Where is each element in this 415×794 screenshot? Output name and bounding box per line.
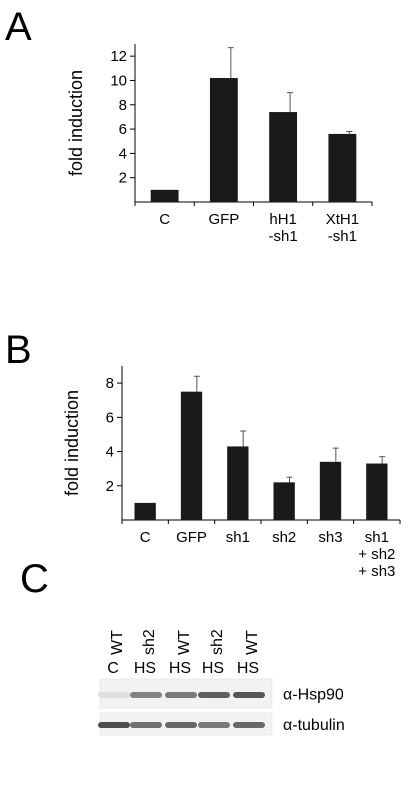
lane-genotype: WT [176,630,193,655]
blot-band [165,722,197,728]
category-label: hH1 [269,211,297,228]
bar [273,482,295,520]
bar [134,502,156,520]
category-label: C [159,211,170,228]
lane-genotype: sh2 [209,629,226,655]
category-label: sh1 [365,529,389,546]
y-tick-label: 2 [106,478,114,495]
bar [150,189,179,202]
bar [180,391,203,520]
y-tick-label: 6 [119,121,127,138]
blot-antibody-label: α-tubulin [283,717,345,734]
bar [319,461,342,520]
y-tick-label: 6 [106,409,114,426]
bar [227,446,249,520]
category-label: + sh2 [358,546,395,563]
blot-band [130,692,162,698]
lane-condition: C [107,660,119,677]
blot-band [233,692,265,698]
bar [269,112,298,202]
category-label: + sh3 [358,563,395,580]
bar [366,463,388,520]
panel-b-letter: B [5,328,32,372]
category-label: sh3 [318,529,342,546]
blot-band [98,692,130,698]
y-tick-label: 2 [119,170,127,187]
y-axis-label: fold induction [62,390,82,496]
panel-a-letter: A [5,5,32,49]
y-tick-label: 4 [106,444,114,461]
lane-condition: HS [237,660,259,677]
y-tick-label: 8 [119,97,127,114]
blot-band [98,722,130,728]
bar [328,133,357,202]
category-label: -sh1 [269,228,298,245]
y-tick-label: 12 [110,48,127,65]
panel-c-letter: C [20,557,49,601]
blot-band [198,722,230,728]
y-tick-label: 4 [119,145,127,162]
lane-condition: HS [202,660,224,677]
western-blot: WT sh2 WT sh2 WT C HS HS HS HS α-Hsp90 α-tubulin [98,629,345,736]
lane-condition: HS [169,660,191,677]
bar [209,78,238,202]
category-label: sh2 [272,529,296,546]
category-label: sh1 [226,529,250,546]
lane-condition: HS [134,660,156,677]
blot-band [198,692,230,698]
lane-genotype: WT [244,630,261,655]
category-label: -sh1 [328,228,357,245]
category-label: GFP [176,529,207,546]
lane-genotype: WT [109,630,126,655]
blot-antibody-label: α-Hsp90 [283,687,344,704]
blot-band [130,722,162,728]
blot-band [165,692,197,698]
blot-band [233,722,265,728]
category-label: GFP [208,211,239,228]
y-axis-label: fold induction [66,70,86,176]
y-tick-label: 10 [110,72,127,89]
lane-genotype: sh2 [141,629,158,655]
y-tick-label: 8 [106,375,114,392]
category-label: XtH1 [326,211,359,228]
category-label: C [140,529,151,546]
